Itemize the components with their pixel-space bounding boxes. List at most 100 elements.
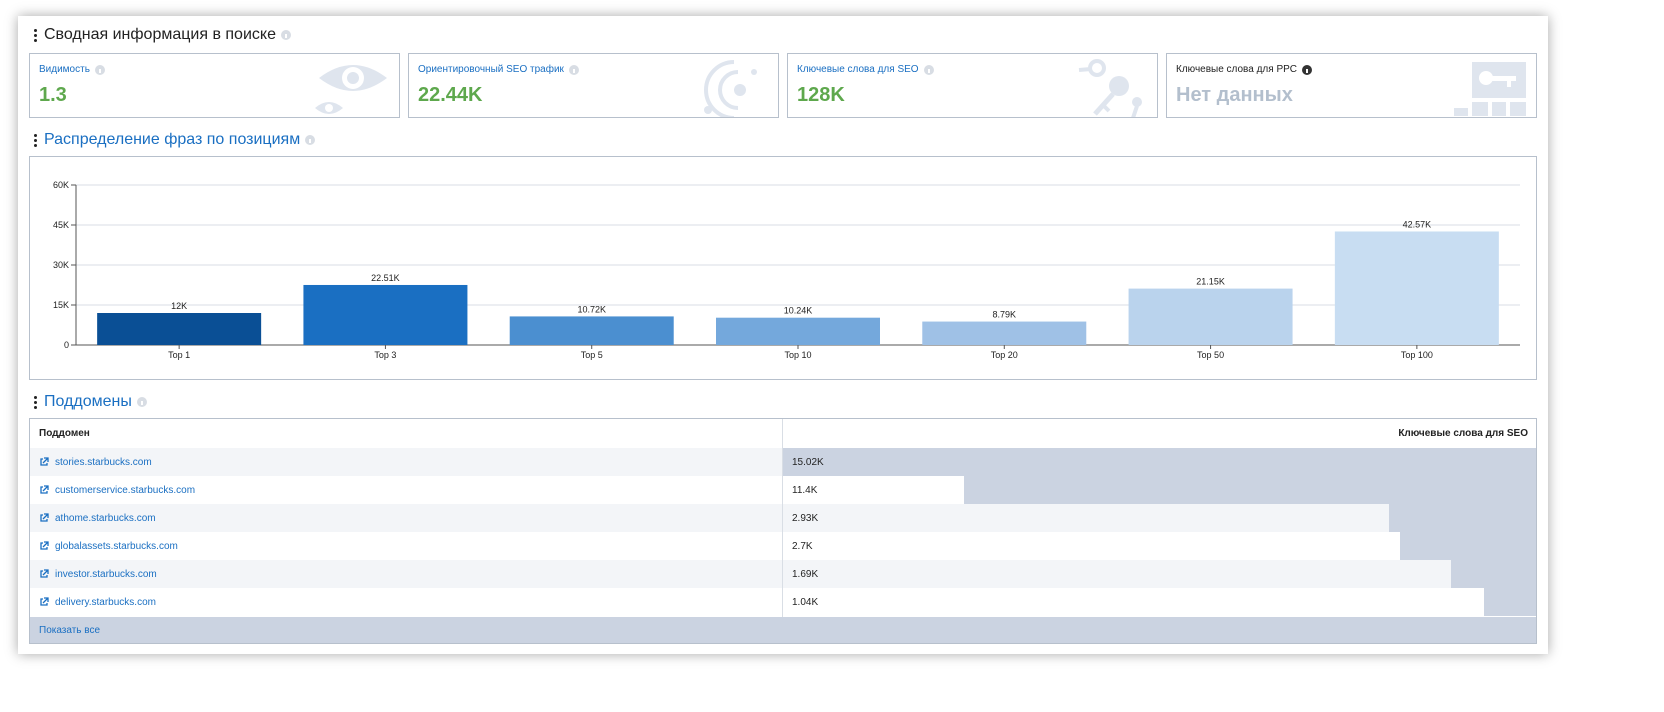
table-row: customerservice.starbucks.com 11.4K [30, 476, 1536, 504]
info-icon[interactable] [1302, 64, 1313, 75]
x-tick-label: Top 1 [168, 350, 190, 360]
keywords-share-bar [1484, 588, 1536, 616]
subdomains-title[interactable]: Поддомены [44, 393, 132, 410]
keywords-value: 2.7K [792, 540, 813, 552]
keywords-share-bar [1400, 532, 1536, 560]
table-row: stories.starbucks.com 15.02K [30, 448, 1536, 476]
subdomain-name: globalassets.starbucks.com [55, 540, 178, 552]
external-link-icon [40, 457, 49, 466]
positions-bar-chart: 0 15K 30K 45K 60K 12K Top 1 22.51K Top 3 10.72K To… [53, 180, 1520, 360]
bar[interactable] [1334, 231, 1499, 345]
table-row: investor.starbucks.com 1.69K [30, 560, 1536, 588]
bar[interactable] [303, 284, 468, 345]
drag-handle-icon[interactable] [30, 28, 40, 42]
info-icon[interactable] [305, 135, 316, 145]
keywords-cell: 2.7K [783, 532, 1536, 560]
ppc-keywords-value: Нет данных [1176, 84, 1293, 106]
bar[interactable] [922, 321, 1087, 345]
external-link-icon [40, 597, 49, 606]
keywords-cell: 1.04K [783, 588, 1536, 616]
x-tick-label: Top 100 [1401, 350, 1433, 360]
info-icon[interactable] [568, 64, 579, 75]
external-link-icon [40, 569, 49, 578]
x-tick-label: Top 20 [991, 350, 1018, 360]
search-summary-title: Сводная информация в поиске [44, 26, 276, 43]
y-tick-label: 15K [53, 300, 69, 310]
positions-title[interactable]: Распределение фраз по позициям [44, 131, 301, 148]
seo-traffic-label-row: Ориентировочный SEO трафик [418, 64, 579, 75]
drag-handle-icon[interactable] [30, 395, 40, 409]
subdomain-link[interactable]: delivery.starbucks.com [39, 588, 156, 616]
search-summary-header: Сводная информация в поиске [30, 24, 291, 46]
ppc-keywords-label-row: Ключевые слова для PPC [1176, 64, 1313, 75]
bar[interactable] [716, 317, 880, 345]
keywords-cell: 11.4K [783, 476, 1536, 504]
positions-header: Распределение фраз по позициям [30, 129, 316, 151]
subdomain-column-header[interactable]: Поддомен [39, 428, 90, 439]
ppc-keywords-card: Ключевые слова для PPC Нет данных [1166, 53, 1537, 118]
seo-traffic-value: 22.44K [418, 84, 483, 106]
seo-keywords-value: 128K [797, 84, 845, 106]
subdomain-name: delivery.starbucks.com [55, 596, 156, 608]
visibility-label-row: Видимость [39, 64, 105, 75]
bar-data-label: 10.72K [577, 304, 606, 314]
x-tick-label: Top 50 [1197, 350, 1224, 360]
y-tick-label: 60K [53, 180, 69, 190]
x-tick-label: Top 5 [581, 350, 603, 360]
bar[interactable] [1128, 288, 1293, 345]
seo-traffic-label: Ориентировочный SEO трафик [418, 64, 564, 75]
external-link-icon [40, 513, 49, 522]
visibility-value: 1.3 [39, 84, 67, 106]
keywords-column-header[interactable]: Ключевые слова для SEO [1398, 428, 1528, 439]
seo-keywords-label-row: Ключевые слова для SEO [797, 64, 934, 75]
subdomain-link[interactable]: stories.starbucks.com [39, 448, 152, 476]
visibility-label: Видимость [39, 64, 90, 75]
info-icon[interactable] [280, 30, 291, 40]
table-row: delivery.starbucks.com 1.04K [30, 588, 1536, 616]
bar-data-label: 22.51K [371, 273, 400, 283]
bar-data-label: 21.15K [1196, 277, 1225, 287]
subdomains-table: Поддомен Ключевые слова для SEO stories.… [29, 418, 1537, 644]
seo-keywords-label: Ключевые слова для SEO [797, 64, 919, 75]
keywords-cell: 2.93K [783, 504, 1536, 532]
subdomain-link[interactable]: globalassets.starbucks.com [39, 532, 178, 560]
table-footer: Показать все [30, 617, 1536, 643]
keywords-value: 1.04K [792, 596, 819, 608]
external-link-icon [40, 485, 49, 494]
y-tick-label: 0 [64, 340, 69, 350]
positions-chart: 0 15K 30K 45K 60K 12K Top 1 22.51K Top 3 10.72K To… [29, 156, 1537, 380]
subdomain-link[interactable]: athome.starbucks.com [39, 504, 156, 532]
bar-data-label: 10.24K [784, 306, 813, 316]
subdomain-name: athome.starbucks.com [55, 512, 156, 524]
keywords-share-bar [1389, 504, 1536, 532]
table-row: athome.starbucks.com 2.93K [30, 504, 1536, 532]
keywords-value: 1.69K [792, 568, 819, 580]
keywords-cell: 1.69K [783, 560, 1536, 588]
seo-traffic-card: Ориентировочный SEO трафик 22.44K [408, 53, 779, 118]
keywords-share-bar [1450, 560, 1536, 588]
bar-data-label: 42.57K [1403, 219, 1432, 229]
overview-panel: Сводная информация в поиске Видимость 1.… [18, 16, 1548, 654]
eye-icon [315, 65, 387, 114]
subdomain-name: investor.starbucks.com [55, 568, 157, 580]
traffic-rings-icon [704, 60, 757, 117]
bar[interactable] [97, 313, 262, 345]
visibility-card: Видимость 1.3 [29, 53, 400, 118]
seo-keywords-card: Ключевые слова для SEO 128K [787, 53, 1158, 118]
subdomain-name: stories.starbucks.com [55, 456, 152, 468]
subdomain-link[interactable]: customerservice.starbucks.com [39, 476, 195, 504]
show-all-link[interactable]: Показать все [39, 624, 101, 636]
subdomain-link[interactable]: investor.starbucks.com [39, 560, 157, 588]
bar[interactable] [509, 316, 674, 345]
info-icon[interactable] [923, 64, 934, 75]
x-tick-label: Top 10 [784, 350, 811, 360]
ppc-keywords-label: Ключевые слова для PPC [1176, 64, 1298, 75]
keywords-share-bar [783, 448, 1536, 476]
info-icon[interactable] [136, 397, 147, 407]
bar-data-label: 12K [171, 301, 187, 311]
keywords-value: 15.02K [792, 456, 824, 468]
x-tick-label: Top 3 [374, 350, 396, 360]
drag-handle-icon[interactable] [30, 133, 40, 147]
subdomain-name: customerservice.starbucks.com [55, 484, 196, 496]
info-icon[interactable] [94, 64, 105, 75]
